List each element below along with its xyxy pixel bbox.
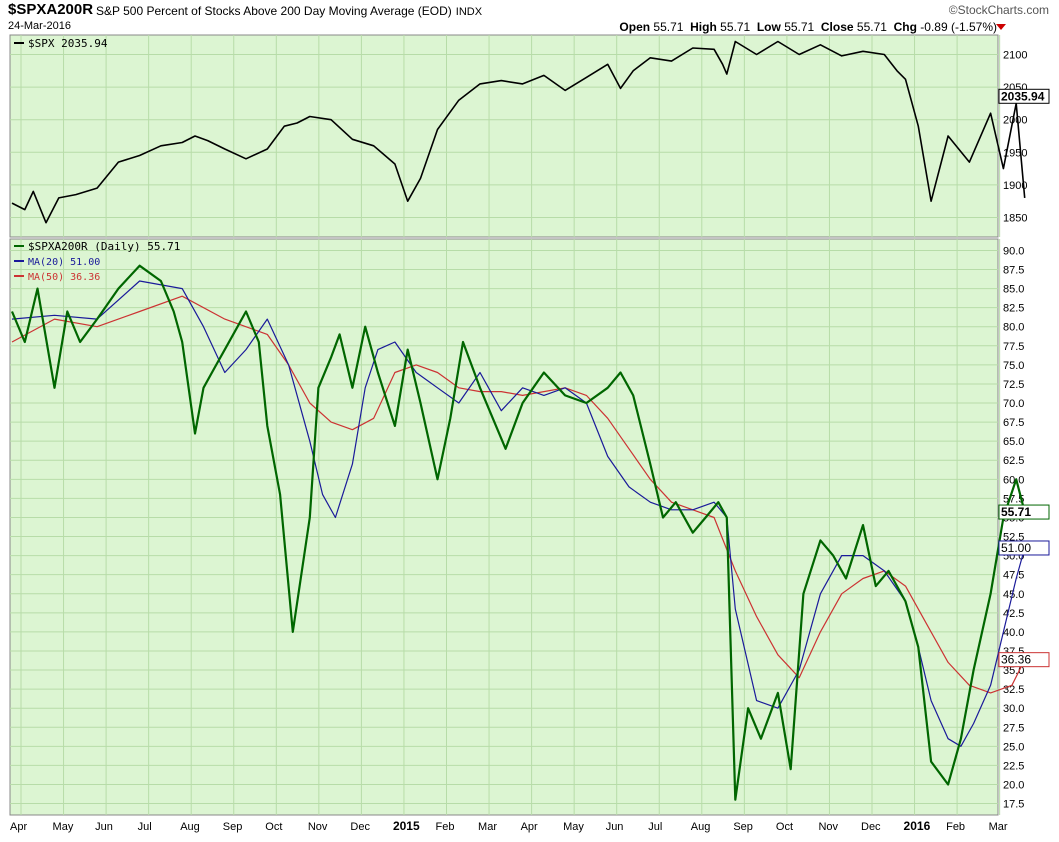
ma50-last-value: 36.36 — [1001, 653, 1031, 667]
x-tick-label: Sep — [223, 821, 243, 833]
breadth-y-tick: 45.0 — [1003, 589, 1024, 601]
x-tick-label: Mar — [478, 821, 497, 833]
breadth-y-tick: 70.0 — [1003, 398, 1024, 410]
brand-logo[interactable]: ©StockCharts.com — [948, 3, 1049, 17]
breadth-panel — [9, 238, 999, 816]
breadth-y-tick: 67.5 — [1003, 417, 1024, 429]
x-tick-label: Apr — [521, 821, 538, 833]
x-tick-label: Dec — [350, 821, 370, 833]
breadth-y-tick: 25.0 — [1003, 741, 1024, 753]
breadth-y-tick: 17.5 — [1003, 799, 1024, 811]
open-label: Open — [619, 20, 651, 34]
x-tick-label: Jul — [138, 821, 152, 833]
breadth-y-tick: 35.0 — [1003, 665, 1024, 677]
x-tick-label: Sep — [733, 821, 753, 833]
chg-value: -0.89 (-1.57%) — [920, 20, 997, 34]
breadth-y-tick: 87.5 — [1003, 265, 1024, 277]
breadth-last-value: 55.71 — [1001, 505, 1031, 519]
exchange-label: INDX — [455, 6, 483, 18]
breadth-y-tick: 80.0 — [1003, 322, 1024, 334]
spx-y-tick: 2100 — [1003, 50, 1027, 62]
breadth-y-tick: 82.5 — [1003, 303, 1024, 315]
breadth-y-tick: 75.0 — [1003, 360, 1024, 372]
x-tick-label: Aug — [180, 821, 200, 833]
x-tick-label: Apr — [10, 821, 27, 833]
ma20-last-value: 51.00 — [1001, 541, 1031, 555]
breadth-y-tick: 47.5 — [1003, 570, 1024, 582]
down-arrow-icon — [996, 24, 1006, 30]
symbol-description: S&P 500 Percent of Stocks Above 200 Day … — [96, 4, 482, 18]
breadth-legend-label: MA(20) 51.00 — [28, 257, 100, 268]
x-tick-label: 2015 — [393, 819, 420, 833]
low-label: Low — [756, 20, 781, 34]
high-label: High — [690, 20, 717, 34]
spx-y-tick: 2000 — [1003, 115, 1027, 127]
spx-y-tick: 1900 — [1003, 180, 1027, 192]
open-value: 55.71 — [653, 20, 684, 34]
x-tick-label: 2016 — [904, 819, 931, 833]
breadth-y-tick: 65.0 — [1003, 436, 1024, 448]
close-value: 55.71 — [856, 20, 887, 34]
breadth-y-tick: 62.5 — [1003, 455, 1024, 467]
x-tick-label: Jun — [606, 821, 624, 833]
breadth-line — [10, 264, 1026, 801]
spx-line — [11, 40, 1026, 224]
breadth-y-tick: 85.0 — [1003, 284, 1024, 296]
x-tick-label: May — [53, 821, 74, 833]
ma50-last-value-box — [998, 652, 1050, 668]
breadth-y-tick: 22.5 — [1003, 760, 1024, 772]
breadth-y-tick: 20.0 — [1003, 779, 1024, 791]
breadth-y-tick: 30.0 — [1003, 703, 1024, 715]
breadth-y-tick: 77.5 — [1003, 341, 1024, 353]
x-tick-label: Mar — [989, 821, 1008, 833]
breadth-y-tick: 60.0 — [1003, 474, 1024, 486]
breadth-y-tick: 72.5 — [1003, 379, 1024, 391]
spx-legend-label: $SPX 2035.94 — [28, 37, 108, 50]
x-tick-label: Dec — [861, 821, 881, 833]
breadth-y-tick: 40.0 — [1003, 627, 1024, 639]
x-tick-label: May — [563, 821, 584, 833]
breadth-legend-label: MA(50) 36.36 — [28, 272, 100, 283]
x-tick-label: Nov — [308, 821, 328, 833]
chg-label: Chg — [893, 20, 917, 34]
description-text: S&P 500 Percent of Stocks Above 200 Day … — [96, 4, 452, 18]
ma20-last-value-box — [998, 540, 1050, 556]
high-value: 55.71 — [720, 20, 751, 34]
breadth-y-tick: 90.0 — [1003, 245, 1024, 257]
symbol-title: $SPXA200R — [8, 1, 94, 18]
ohlc-readout: Open 55.71 High 55.71 Low 55.71 Close 55… — [619, 20, 997, 34]
close-label: Close — [820, 20, 854, 34]
x-tick-label: Aug — [691, 821, 711, 833]
chart-date: 24-Mar-2016 — [8, 20, 71, 32]
spx-last-value: 2035.94 — [1001, 89, 1045, 103]
x-tick-label: Oct — [265, 821, 282, 833]
x-tick-label: Feb — [946, 821, 965, 833]
breadth-y-tick: 32.5 — [1003, 684, 1024, 696]
x-tick-label: Nov — [818, 821, 838, 833]
spx-y-tick: 1850 — [1003, 212, 1027, 224]
breadth-y-tick: 27.5 — [1003, 722, 1024, 734]
breadth-last-value-box — [998, 504, 1050, 520]
spx-panel — [9, 34, 999, 238]
low-value: 55.71 — [784, 20, 815, 34]
x-tick-label: Jun — [95, 821, 113, 833]
x-tick-label: Jul — [648, 821, 662, 833]
x-tick-label: Oct — [776, 821, 793, 833]
spx-last-value-box — [998, 88, 1050, 104]
breadth-legend-label: $SPXA200R (Daily) 55.71 — [28, 240, 180, 253]
x-tick-label: Feb — [436, 821, 455, 833]
